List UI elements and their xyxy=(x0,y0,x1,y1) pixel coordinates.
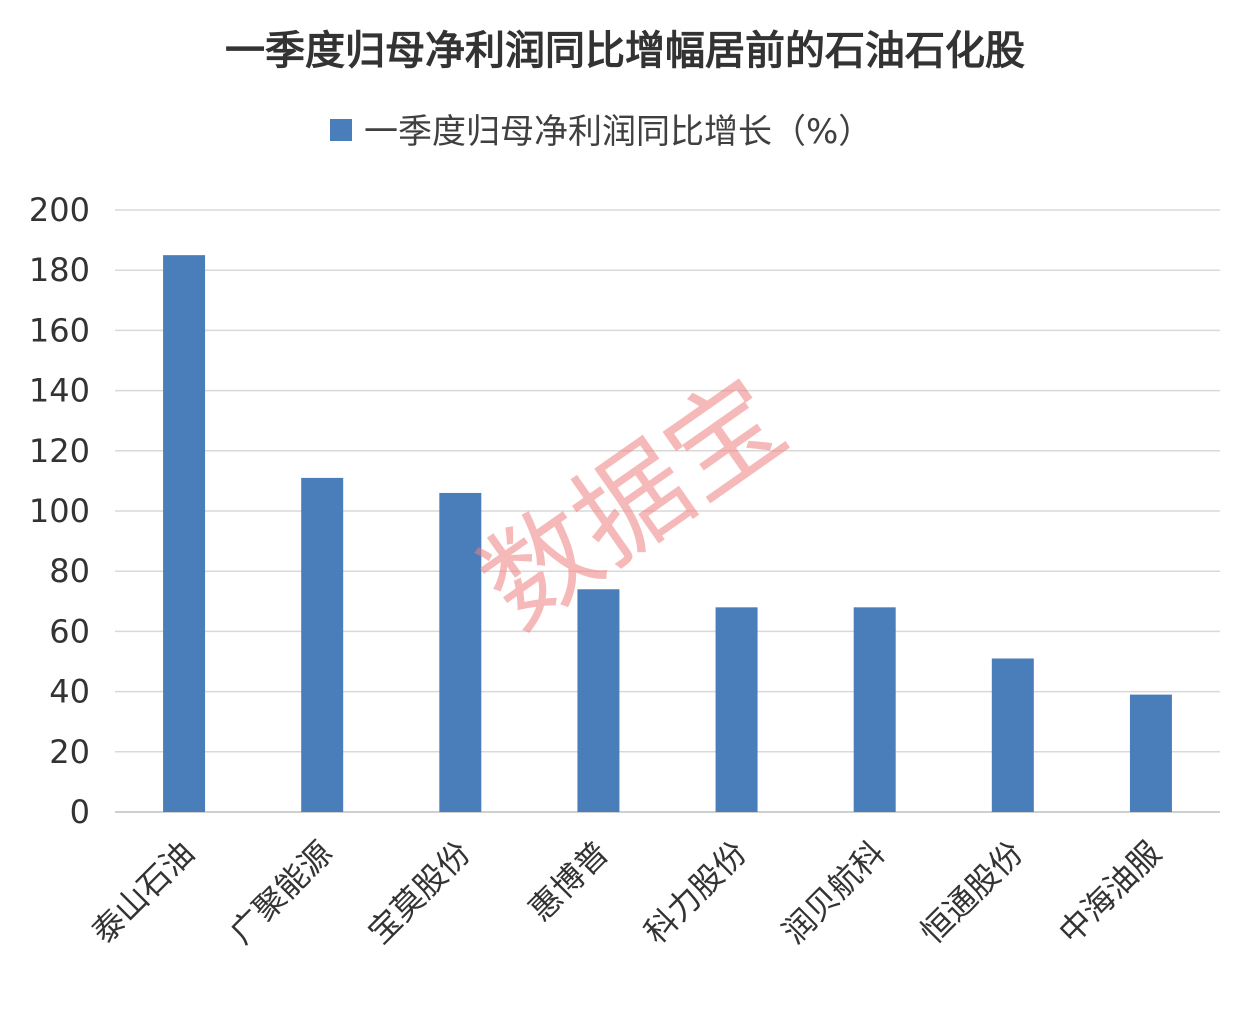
bar xyxy=(715,607,758,812)
y-tick-label: 200 xyxy=(29,191,90,229)
x-tick-label: 惠博普 xyxy=(521,834,616,929)
bar xyxy=(577,589,620,812)
x-tick-label: 泰山石油 xyxy=(84,834,201,951)
y-tick-label: 80 xyxy=(49,552,90,590)
y-tick-label: 140 xyxy=(29,372,90,410)
y-tick-label: 180 xyxy=(29,251,90,289)
y-tick-label: 40 xyxy=(49,673,90,711)
bar xyxy=(163,255,206,812)
y-axis-ticks: 0 20 40 60 80 100 120 140 160 180 200 xyxy=(29,191,90,831)
bar xyxy=(301,477,344,812)
bar xyxy=(1129,694,1172,812)
y-tick-label: 160 xyxy=(29,311,90,349)
y-tick-label: 20 xyxy=(49,733,90,771)
x-axis-categories: 泰山石油 广聚能源 宝莫股份 惠博普 科力股份 润贝航科 恒通股份 中海油服 xyxy=(84,834,1168,951)
bars xyxy=(163,255,1172,812)
bar xyxy=(853,607,896,812)
y-tick-label: 100 xyxy=(29,492,90,530)
bar xyxy=(439,492,482,812)
x-tick-label: 广聚能源 xyxy=(222,834,339,951)
bar xyxy=(991,658,1034,812)
y-tick-label: 60 xyxy=(49,612,90,650)
x-tick-label: 恒通股份 xyxy=(913,834,1030,951)
legend-label: 一季度归母净利润同比增长（%） xyxy=(364,112,872,152)
x-tick-label: 科力股份 xyxy=(637,834,754,951)
x-tick-label: 宝莫股份 xyxy=(361,834,478,951)
chart-title: 一季度归母净利润同比增幅居前的石油石化股 xyxy=(225,28,1025,74)
y-tick-label: 120 xyxy=(29,432,90,470)
legend-swatch xyxy=(330,119,352,141)
x-tick-label: 润贝航科 xyxy=(775,834,892,951)
y-tick-label: 0 xyxy=(70,793,90,831)
gridlines xyxy=(115,209,1220,813)
x-tick-label: 中海油服 xyxy=(1051,834,1168,951)
legend: 一季度归母净利润同比增长（%） xyxy=(330,112,872,152)
